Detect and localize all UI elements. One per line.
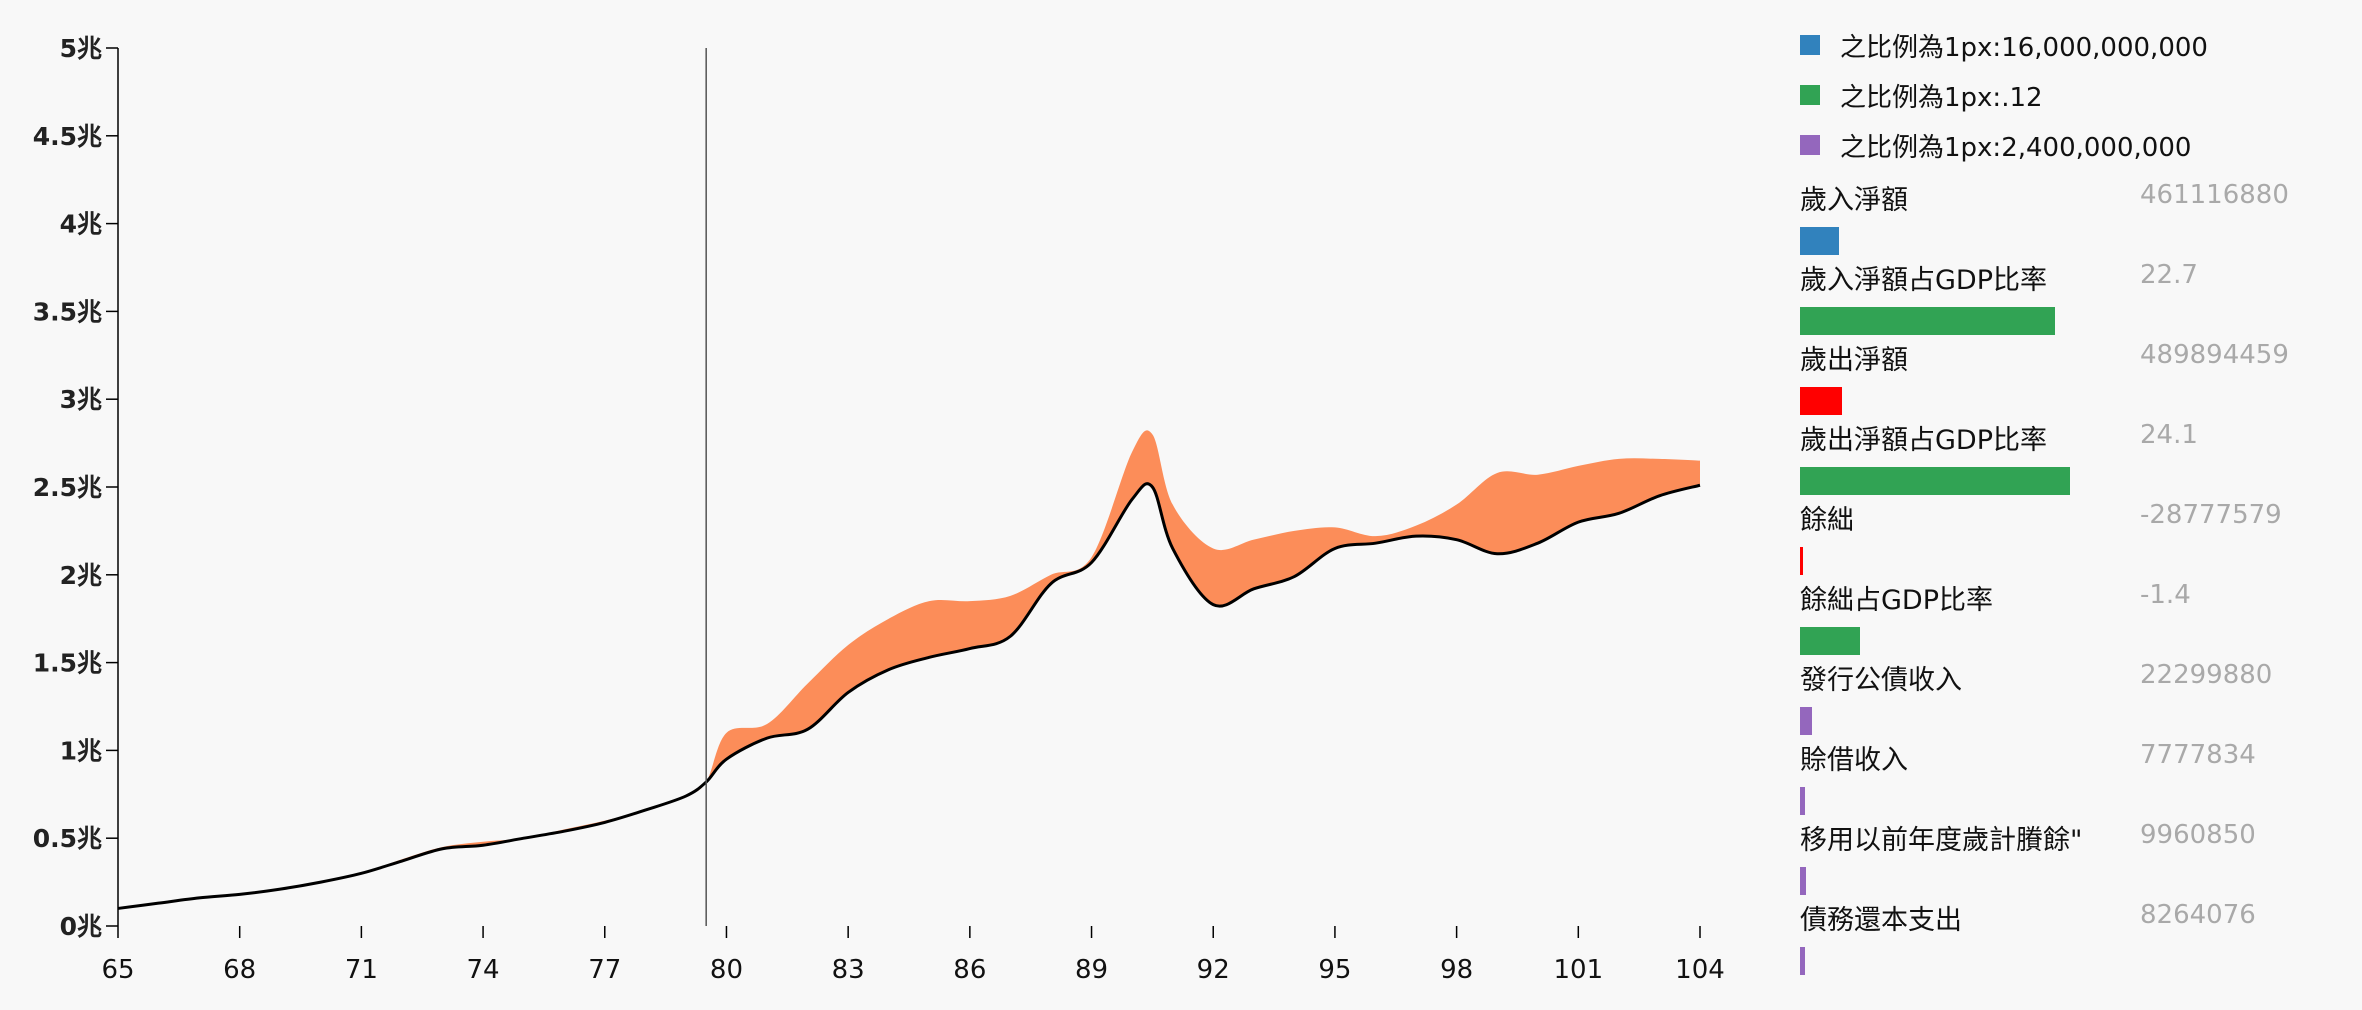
metric-row: 移用以前年度歲計賸餘" 9960850 xyxy=(1800,818,2320,898)
x-tick-label: 92 xyxy=(1197,955,1230,985)
x-tick-label: 101 xyxy=(1553,955,1603,985)
metric-bar xyxy=(1800,707,1812,735)
y-tick-label: 2.5兆 xyxy=(33,473,102,502)
metric-value: -28777579 xyxy=(2140,500,2282,530)
expenditure-area xyxy=(118,430,1700,908)
revenue-line xyxy=(118,484,1700,909)
metric-row: 債務還本支出 8264076 xyxy=(1800,898,2320,978)
metric-bar xyxy=(1800,947,1805,975)
legend-item: 之比例為1px:16,000,000,000 xyxy=(1800,20,2208,70)
metric-bar xyxy=(1800,227,1839,255)
y-tick-label: 2兆 xyxy=(60,561,102,590)
metric-label: 歲出淨額占GDP比率 xyxy=(1800,418,2047,457)
x-tick-label: 86 xyxy=(953,955,986,985)
legend-swatch xyxy=(1800,135,1820,155)
metrics-panel: 歲入淨額 461116880 歲入淨額占GDP比率 22.7 歲出淨額 4898… xyxy=(1800,178,2320,978)
metric-value: 489894459 xyxy=(2140,340,2289,370)
x-tick-label: 74 xyxy=(467,955,500,985)
x-axis: 65 68 71 74 77 80 83 86 89 92 95 98 101 104 xyxy=(101,926,1724,985)
legend-label: 之比例為1px:2,400,000,000 xyxy=(1840,127,2191,164)
legend-item: 之比例為1px:2,400,000,000 xyxy=(1800,120,2208,170)
x-tick-label: 71 xyxy=(345,955,378,985)
x-tick-label: 80 xyxy=(710,955,743,985)
legend-swatch xyxy=(1800,35,1820,55)
y-tick-label: 3兆 xyxy=(60,385,102,414)
y-tick-label: 3.5兆 xyxy=(33,297,102,326)
metric-value: 24.1 xyxy=(2140,420,2198,450)
y-tick-label: 1兆 xyxy=(60,736,102,765)
chart-area-layer xyxy=(118,430,1700,908)
metric-bar xyxy=(1800,387,1842,415)
metric-label: 賒借收入 xyxy=(1800,738,1908,777)
y-tick-label: 4兆 xyxy=(60,210,102,239)
x-tick-label: 89 xyxy=(1075,955,1108,985)
legend-label: 之比例為1px:16,000,000,000 xyxy=(1840,27,2208,64)
metric-label: 移用以前年度歲計賸餘" xyxy=(1800,818,2082,857)
x-tick-label: 77 xyxy=(588,955,621,985)
y-tick-label: 4.5兆 xyxy=(33,122,102,151)
metric-value: 461116880 xyxy=(2140,180,2289,210)
x-tick-label: 98 xyxy=(1440,955,1473,985)
metric-value: 22.7 xyxy=(2140,260,2198,290)
metric-row: 歲入淨額占GDP比率 22.7 xyxy=(1800,258,2320,338)
metric-bar xyxy=(1800,787,1805,815)
metric-value: 8264076 xyxy=(2140,900,2256,930)
metric-row: 歲入淨額 461116880 xyxy=(1800,178,2320,258)
metric-row: 賒借收入 7777834 xyxy=(1800,738,2320,818)
metric-label: 發行公債收入 xyxy=(1800,658,1962,697)
x-tick-label: 104 xyxy=(1675,955,1725,985)
y-tick-label: 0兆 xyxy=(60,912,102,941)
metric-row: 歲出淨額 489894459 xyxy=(1800,338,2320,418)
metric-row: 餘絀 -28777579 xyxy=(1800,498,2320,578)
metric-label: 債務還本支出 xyxy=(1800,898,1962,937)
metric-value: 9960850 xyxy=(2140,820,2256,850)
legend-swatch xyxy=(1800,85,1820,105)
metric-bar xyxy=(1800,627,1860,655)
metric-value: -1.4 xyxy=(2140,580,2191,610)
legend: 之比例為1px:16,000,000,000 之比例為1px:.12 之比例為1… xyxy=(1800,20,2208,170)
metric-row: 餘絀占GDP比率 -1.4 xyxy=(1800,578,2320,658)
metric-bar xyxy=(1800,547,1803,575)
y-tick-label: 5兆 xyxy=(60,34,102,63)
metric-value: 7777834 xyxy=(2140,740,2256,770)
metric-bar xyxy=(1800,307,2055,335)
chart: 0兆 0.5兆 1兆 1.5兆 2兆 2.5兆 3兆 3.5兆 4兆 4.5兆 5兆 65 68 71 7… xyxy=(0,0,1760,1010)
x-tick-label: 68 xyxy=(223,955,256,985)
metric-label: 餘絀 xyxy=(1800,498,1854,537)
metric-label: 歲入淨額占GDP比率 xyxy=(1800,258,2047,297)
x-tick-label: 95 xyxy=(1318,955,1351,985)
legend-label: 之比例為1px:.12 xyxy=(1840,77,2043,114)
y-tick-label: 0.5兆 xyxy=(33,824,102,853)
x-tick-label: 83 xyxy=(832,955,865,985)
metric-label: 餘絀占GDP比率 xyxy=(1800,578,1993,617)
chart-line-layer xyxy=(118,484,1700,909)
metric-label: 歲入淨額 xyxy=(1800,178,1908,217)
y-tick-label: 1.5兆 xyxy=(33,649,102,678)
metric-row: 發行公債收入 22299880 xyxy=(1800,658,2320,738)
legend-item: 之比例為1px:.12 xyxy=(1800,70,2208,120)
metric-row: 歲出淨額占GDP比率 24.1 xyxy=(1800,418,2320,498)
metric-value: 22299880 xyxy=(2140,660,2272,690)
y-axis: 0兆 0.5兆 1兆 1.5兆 2兆 2.5兆 3兆 3.5兆 4兆 4.5兆 5兆 xyxy=(33,34,118,941)
metric-bar xyxy=(1800,867,1806,895)
metric-label: 歲出淨額 xyxy=(1800,338,1908,377)
x-tick-label: 65 xyxy=(101,955,134,985)
metric-bar xyxy=(1800,467,2070,495)
